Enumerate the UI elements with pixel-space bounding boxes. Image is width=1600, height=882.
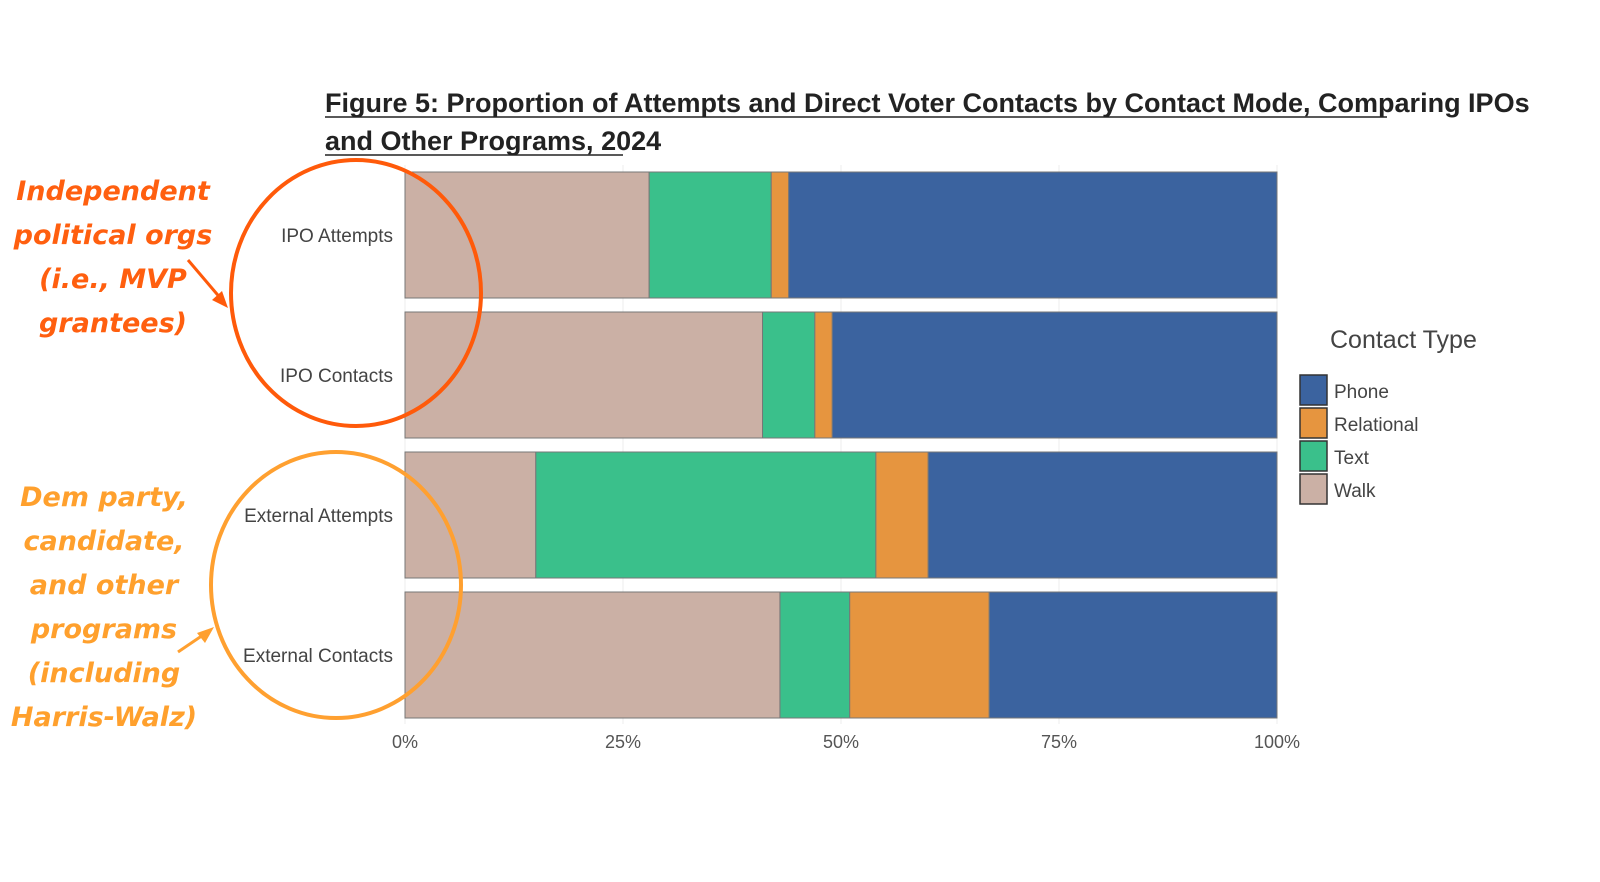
legend-swatch-relational: [1299, 407, 1328, 439]
legend-label: Walk: [1334, 481, 1376, 502]
bar-segment-relational: [875, 451, 929, 579]
annotation-line: programs: [30, 614, 177, 645]
x-tick-label: 25%: [605, 732, 641, 752]
ipo-arrow: [186, 259, 224, 301]
chart-title: Figure 5: Proportion of Attempts and Dir…: [325, 88, 1530, 156]
bar-segment-phone: [927, 451, 1278, 579]
bar-segment-walk: [404, 451, 537, 579]
annotation-line: Dem party,: [20, 482, 188, 513]
external-arrowhead: [197, 627, 214, 643]
annotation-line: Harris-Walz): [11, 702, 197, 733]
title-line-2: and Other Programs, 2024: [325, 126, 661, 156]
annotation-line: political orgs: [13, 220, 213, 251]
legend-swatch-text: [1299, 440, 1328, 472]
legend-swatch-phone: [1299, 374, 1328, 406]
bar-segment-text: [648, 171, 772, 299]
category-label: IPO Contacts: [280, 366, 393, 387]
annotation-line: and other: [30, 570, 180, 601]
legend-title: Contact Type: [1330, 326, 1477, 354]
x-tick-label: 0%: [392, 732, 418, 752]
legend-label: Relational: [1334, 415, 1419, 436]
category-labels: IPO Attempts IPO Contacts External Attempt…: [243, 226, 393, 667]
legend-label: Text: [1334, 448, 1370, 469]
ipo-annotation: Independent political orgs (i.e., MVP grant…: [13, 158, 483, 428]
category-label: IPO Attempts: [281, 226, 393, 247]
bar-segment-walk: [404, 311, 764, 439]
bar-segment-text: [762, 311, 816, 439]
x-tick-label: 100%: [1254, 732, 1300, 752]
x-tick-label: 75%: [1041, 732, 1077, 752]
ipo-circle: [229, 158, 483, 428]
bar-segment-relational: [849, 591, 990, 719]
x-axis-ticks: 0% 25% 50% 75% 100%: [392, 732, 1300, 752]
legend-label: Phone: [1334, 382, 1389, 403]
bar-segment-phone: [988, 591, 1278, 719]
annotation-line: (i.e., MVP: [39, 264, 187, 295]
title-line-1: Figure 5: Proportion of Attempts and Dir…: [325, 88, 1530, 118]
bar-segment-relational: [814, 311, 833, 439]
legend: Contact Type Phone Relational Text Walk: [1299, 326, 1477, 505]
ipo-arrowhead: [212, 291, 228, 308]
bar-segment-text: [535, 451, 877, 579]
bar-segment-phone: [788, 171, 1278, 299]
annotation-line: candidate,: [23, 526, 184, 557]
annotation-line: Independent: [16, 176, 211, 207]
category-label: External Attempts: [244, 506, 393, 527]
bar-segment-relational: [770, 171, 790, 299]
external-annotation: Dem party, candidate, and other programs (in…: [11, 450, 463, 733]
category-label: External Contacts: [243, 646, 393, 667]
bar-segment-phone: [831, 311, 1278, 439]
annotation-line: (including: [28, 658, 180, 689]
annotation-line: grantees): [39, 308, 187, 339]
bars: [404, 171, 1278, 719]
bar-segment-walk: [404, 171, 650, 299]
bar-segment-walk: [404, 591, 781, 719]
x-tick-label: 50%: [823, 732, 859, 752]
legend-swatch-walk: [1299, 473, 1328, 505]
external-circle: [209, 450, 463, 720]
bar-segment-text: [779, 591, 851, 719]
